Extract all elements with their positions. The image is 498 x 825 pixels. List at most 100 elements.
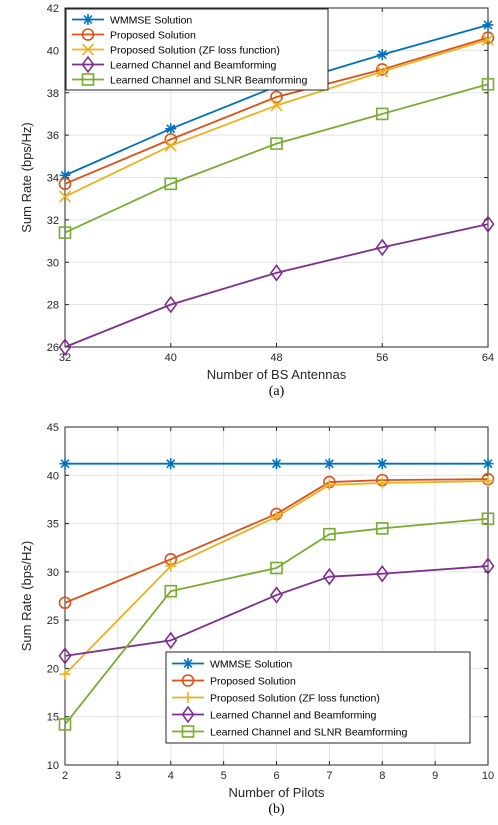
data-point bbox=[58, 177, 72, 191]
y-tick-label: 45 bbox=[47, 422, 59, 434]
y-tick-label: 20 bbox=[47, 663, 59, 675]
data-point bbox=[375, 107, 389, 121]
data-point bbox=[270, 264, 283, 282]
legend-item: Learned Channel and SLNR Beamforming bbox=[172, 725, 407, 739]
legend-marker bbox=[181, 705, 195, 724]
data-point bbox=[164, 295, 178, 314]
series-line bbox=[64, 480, 489, 675]
y-tick-label: 30 bbox=[47, 567, 59, 579]
data-point bbox=[376, 458, 388, 470]
data-point bbox=[482, 475, 494, 487]
legend-item: Learned Channel and Beamforming bbox=[72, 55, 277, 74]
legend-label: Proposed Solution (ZF loss function) bbox=[110, 45, 280, 57]
legend-label: Proposed Solution (ZF loss function) bbox=[210, 693, 380, 705]
data-point bbox=[165, 458, 177, 470]
x-tick-label: 40 bbox=[165, 352, 177, 364]
legend-item: Proposed Solution (ZF loss function) bbox=[172, 692, 380, 705]
legend-marker bbox=[81, 43, 95, 56]
series-line bbox=[64, 517, 489, 725]
legend-label: Learned Channel and Beamforming bbox=[110, 60, 277, 72]
legend-marker bbox=[181, 674, 195, 687]
data-point bbox=[58, 647, 72, 665]
chart-subtitle: (b) bbox=[268, 802, 285, 817]
y-tick-label: 10 bbox=[47, 760, 59, 772]
y-tick-label: 30 bbox=[47, 257, 59, 269]
x-tick-label: 6 bbox=[273, 770, 279, 782]
legend-label: Learned Channel and SLNR Beamforming bbox=[210, 727, 407, 739]
y-tick-label: 35 bbox=[47, 519, 59, 531]
x-axis-label: Number of BS Antennas bbox=[207, 367, 347, 382]
y-tick-label: 42 bbox=[47, 3, 59, 15]
chart-a: 32 40 48 56 64 26 28 30 32 34 36 38 40 42 Number of BS… bbox=[19, 3, 495, 399]
series-line bbox=[64, 565, 489, 657]
data-point bbox=[164, 584, 178, 598]
legend-item: Proposed Solution bbox=[172, 674, 296, 688]
data-point bbox=[376, 49, 388, 61]
data-point bbox=[481, 215, 495, 233]
legend-item: WMMSE Solution bbox=[72, 14, 192, 27]
data-point bbox=[323, 479, 335, 491]
data-point bbox=[375, 522, 389, 535]
chart-subtitle: (a) bbox=[269, 384, 285, 399]
y-tick-label: 34 bbox=[47, 173, 59, 185]
x-tick-label: 5 bbox=[221, 770, 227, 782]
legend-label: WMMSE Solution bbox=[110, 15, 192, 27]
data-point bbox=[375, 565, 389, 583]
series-line bbox=[64, 83, 489, 234]
legend-marker bbox=[182, 658, 194, 669]
series-0 bbox=[59, 458, 494, 470]
legend: WMMSE Solution Proposed Solution Proposed … bbox=[165, 651, 471, 744]
legend: WMMSE Solution Proposed Solution Proposed … bbox=[65, 8, 329, 91]
y-axis-label: Sum Rate (bps/Hz) bbox=[19, 541, 34, 652]
legend-marker bbox=[181, 725, 195, 738]
data-point bbox=[164, 139, 177, 152]
series-4 bbox=[58, 77, 495, 239]
series-line bbox=[64, 223, 489, 348]
data-point bbox=[376, 65, 389, 78]
y-tick-label: 38 bbox=[47, 88, 59, 100]
data-point bbox=[481, 512, 495, 526]
x-tick-label: 7 bbox=[326, 770, 332, 782]
y-tick-label: 40 bbox=[47, 45, 59, 57]
series-4 bbox=[58, 512, 495, 731]
legend-item: Learned Channel and Beamforming bbox=[172, 705, 377, 724]
y-tick-label: 28 bbox=[47, 300, 59, 312]
data-point bbox=[270, 137, 283, 150]
data-point bbox=[482, 19, 494, 31]
legend-label: Learned Channel and Beamforming bbox=[210, 710, 377, 722]
data-point bbox=[164, 177, 178, 191]
data-point bbox=[165, 560, 177, 572]
legend-item: WMMSE Solution bbox=[172, 658, 292, 671]
legend-box bbox=[65, 8, 329, 91]
data-point bbox=[482, 458, 494, 470]
x-tick-label: 48 bbox=[270, 352, 282, 364]
data-point bbox=[58, 596, 72, 610]
data-point bbox=[270, 561, 283, 575]
y-tick-label: 36 bbox=[47, 130, 59, 142]
data-point bbox=[59, 668, 71, 680]
y-tick-label: 15 bbox=[47, 712, 59, 724]
data-point bbox=[481, 557, 495, 575]
legend-marker bbox=[81, 73, 95, 86]
series-2 bbox=[59, 475, 494, 680]
x-tick-label: 56 bbox=[376, 352, 388, 364]
y-axis-label: Sum Rate (bps/Hz) bbox=[19, 122, 34, 233]
data-point bbox=[58, 718, 72, 731]
x-tick-label: 8 bbox=[379, 770, 385, 782]
legend-marker bbox=[81, 28, 95, 41]
legend-label: Proposed Solution bbox=[110, 30, 196, 42]
data-point bbox=[481, 31, 495, 44]
data-point bbox=[58, 338, 72, 356]
legend-marker bbox=[81, 55, 95, 74]
y-tick-label: 40 bbox=[47, 470, 59, 482]
series-2 bbox=[58, 33, 495, 203]
y-tick-label: 32 bbox=[47, 215, 59, 227]
data-point bbox=[270, 99, 283, 112]
x-tick-label: 64 bbox=[482, 352, 494, 364]
data-point bbox=[59, 169, 71, 181]
data-point bbox=[270, 90, 283, 104]
data-point bbox=[58, 190, 72, 203]
data-point bbox=[375, 238, 389, 257]
legend-box bbox=[165, 651, 471, 744]
